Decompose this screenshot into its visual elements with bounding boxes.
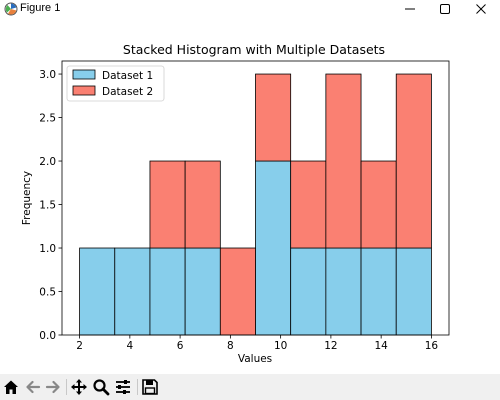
save-icon <box>142 379 158 395</box>
pan-button[interactable] <box>70 378 90 396</box>
maximize-button[interactable] <box>430 0 460 18</box>
bars-group <box>79 73 432 336</box>
navigation-toolbar <box>0 374 500 400</box>
y-tick-label: 0.5 <box>39 286 56 298</box>
window-title: Figure 1 <box>20 2 61 14</box>
bar-series-2-bin-7 <box>290 160 327 249</box>
title-bar: Figure 1 <box>0 0 500 18</box>
bar-series-1-bin-7 <box>290 247 327 336</box>
x-tick-label: 16 <box>425 340 439 352</box>
x-tick-label: 4 <box>127 340 134 352</box>
back-button[interactable] <box>24 378 44 396</box>
bar-series-1-bin-1 <box>79 247 116 336</box>
x-tick-label: 14 <box>374 340 388 352</box>
forward-icon <box>45 380 60 394</box>
maximize-icon <box>440 4 450 14</box>
configure-subplots-button[interactable] <box>114 378 134 396</box>
matplotlib-app-icon <box>4 2 18 16</box>
legend: Dataset 1 Dataset 2 <box>66 65 165 102</box>
x-tick-label: 10 <box>274 340 287 352</box>
figure-canvas: Stacked Histogram with Multiple Datasets… <box>0 18 500 374</box>
zoom-button[interactable] <box>92 378 112 396</box>
bar-series-2-bin-10 <box>395 73 432 249</box>
back-icon <box>26 380 41 394</box>
y-axis-label: Frequency <box>21 171 33 225</box>
x-tick-label: 6 <box>177 340 184 352</box>
home-icon <box>4 380 18 394</box>
chart-title: Stacked Histogram with Multiple Datasets <box>123 42 385 57</box>
bar-series-1-bin-9 <box>360 247 397 336</box>
bar-series-1-bin-8 <box>325 247 362 336</box>
y-tick-label: 2.5 <box>39 112 56 124</box>
legend-swatch-dataset-1 <box>72 69 96 80</box>
axes-frame <box>61 60 450 336</box>
y-tick-label: 3.0 <box>39 69 56 81</box>
x-axis: 2 4 6 8 10 12 14 16 <box>76 335 438 352</box>
bar-series-2-bin-3 <box>149 160 186 249</box>
legend-label-dataset-2: Dataset 2 <box>102 86 153 98</box>
histogram-chart: Stacked Histogram with Multiple Datasets… <box>21 42 450 365</box>
minimize-button[interactable] <box>395 0 425 18</box>
minimize-icon <box>405 8 415 10</box>
bar-series-2-bin-6 <box>255 73 292 162</box>
y-axis: 0.0 0.5 1.0 1.5 2.0 2.5 3.0 <box>39 69 62 342</box>
forward-button[interactable] <box>44 378 64 396</box>
x-tick-label: 2 <box>76 340 83 352</box>
save-button[interactable] <box>141 378 161 396</box>
bar-series-1-bin-2 <box>114 247 151 336</box>
close-icon <box>476 4 486 14</box>
y-tick-label: 1.0 <box>39 243 56 255</box>
configure-subplots-icon <box>116 380 130 394</box>
legend-swatch-dataset-2 <box>72 85 96 96</box>
x-tick-label: 8 <box>227 340 234 352</box>
legend-label-dataset-1: Dataset 1 <box>102 70 153 82</box>
bar-series-2-bin-9 <box>360 160 397 249</box>
bar-series-2-bin-4 <box>184 160 221 249</box>
y-tick-label: 0.0 <box>39 330 56 342</box>
x-axis-label: Values <box>238 353 272 365</box>
bar-series-1-bin-10 <box>395 247 432 336</box>
x-tick-label: 12 <box>324 340 337 352</box>
bar-series-1-bin-4 <box>184 247 221 336</box>
toolbar-separator <box>66 379 67 395</box>
pan-icon <box>71 379 87 395</box>
y-tick-label: 2.0 <box>39 156 56 168</box>
zoom-icon <box>93 379 110 396</box>
bar-series-2-bin-8 <box>325 73 362 249</box>
home-button[interactable] <box>2 378 22 396</box>
y-tick-label: 1.5 <box>39 199 56 211</box>
bar-series-2-bin-5 <box>219 247 256 336</box>
bar-series-1-bin-3 <box>149 247 186 336</box>
bar-series-1-bin-6 <box>255 160 292 336</box>
close-button[interactable] <box>466 0 496 18</box>
toolbar-separator <box>137 379 138 395</box>
